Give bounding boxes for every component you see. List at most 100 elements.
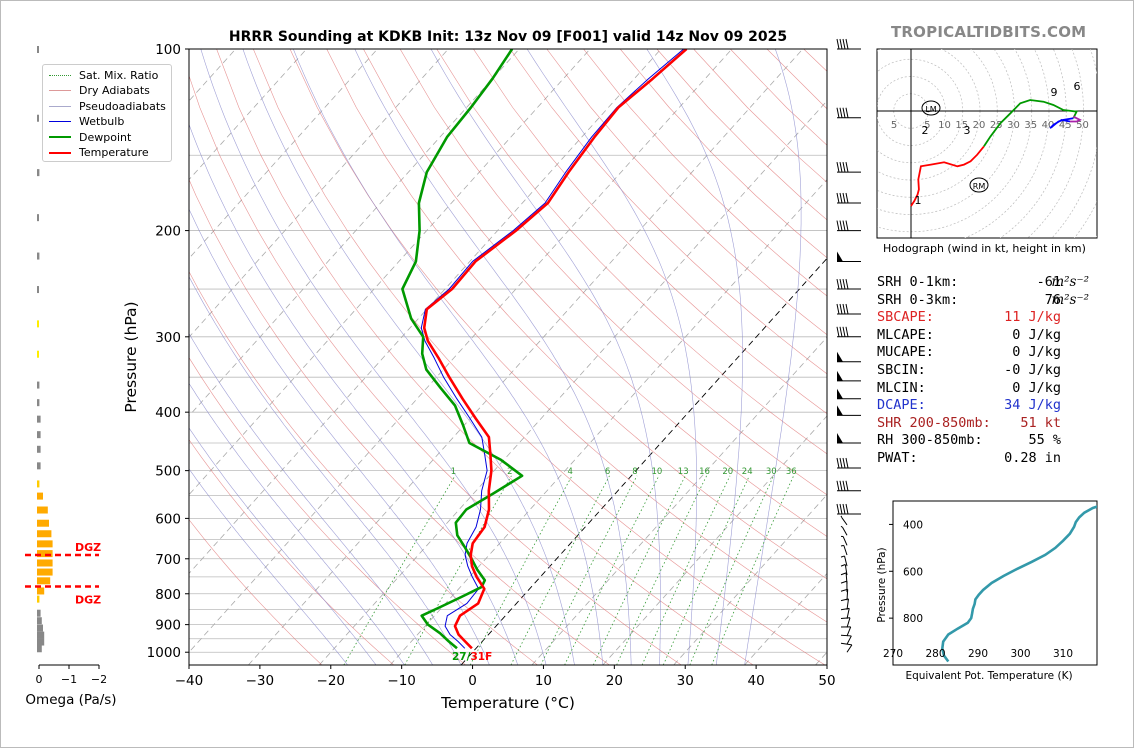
hodograph-frame <box>876 48 1098 239</box>
barb-flag <box>837 251 843 262</box>
mixing-ratio-label: 30 <box>766 467 777 477</box>
barb-feather <box>840 544 844 547</box>
pseudoadiabat <box>189 276 462 665</box>
dry-adiabat <box>473 49 827 415</box>
barb-feather <box>842 457 846 469</box>
omega-bar <box>37 638 45 646</box>
legend-swatch <box>49 151 71 154</box>
index-name: SHR 200-850mb: <box>877 414 991 431</box>
y-tick-label: 1000 <box>147 645 181 661</box>
omega-bar <box>37 252 40 260</box>
barb-feather <box>836 480 840 491</box>
theta-e-y-tick-label: 400 <box>903 519 923 531</box>
omega-tick-label: 0 <box>36 673 43 686</box>
barb-feather <box>845 503 849 515</box>
mixing-ratio-line <box>662 475 750 665</box>
index-name: RH 300-850mb: <box>877 432 983 449</box>
barb-staff <box>846 608 850 619</box>
hodograph-ring-label: 25 <box>990 120 1003 131</box>
temperature-profile <box>422 49 688 650</box>
surface-temperature-label: 31F <box>470 651 492 663</box>
pseudoadiabat <box>744 49 802 665</box>
dry-adiabat <box>509 49 827 375</box>
index-value: 0 J/kg <box>1012 326 1061 343</box>
wind-barb <box>840 642 853 653</box>
dgz-label: DGZ <box>75 541 101 554</box>
theta-e-x-tick-label: 300 <box>1010 648 1030 660</box>
wind-barb <box>840 555 848 567</box>
legend-label: Pseudoadiabats <box>79 99 166 113</box>
barb-feather <box>836 303 840 315</box>
dry-adiabat <box>189 519 323 665</box>
barb-feather <box>842 480 846 491</box>
wind-barb <box>836 303 861 315</box>
index-value: 11 J/kg <box>1004 309 1061 326</box>
omega-bar <box>37 381 40 389</box>
wind-barb <box>840 626 852 637</box>
barb-feather <box>836 503 840 515</box>
barb-feather <box>842 503 846 515</box>
dry-adiabat <box>189 74 682 665</box>
hodograph-ring-label: 45 <box>1059 120 1072 131</box>
omega-bar <box>37 587 45 595</box>
pseudoadiabat <box>293 49 604 665</box>
barb-feather <box>842 326 846 337</box>
wind-barb <box>837 433 861 444</box>
barb-feather <box>845 192 849 204</box>
index-name: MLCIN: <box>877 379 926 396</box>
index-value: 76 <box>1044 291 1061 308</box>
hodograph-ring-label: 10 <box>938 120 951 131</box>
wind-barb <box>837 351 861 363</box>
pseudoadiabat <box>189 123 519 665</box>
barb-flag <box>837 433 843 444</box>
hodograph-ring-label: 20 <box>973 120 986 131</box>
theta-e-x-tick-label: 270 <box>883 648 903 660</box>
barb-feather <box>840 642 852 646</box>
hodograph-plot: 5 5 10 15 20 25 30 35 40 45 50 1 2 3 6 9 LM RM <box>877 49 1097 238</box>
barb-staff <box>842 527 848 536</box>
x-tick-label: −40 <box>175 673 204 689</box>
legend-entry: Dewpoint <box>49 130 131 144</box>
index-value: -0 J/kg <box>1004 362 1061 378</box>
index-row: SRH 0-3km: 76 m²s⁻² <box>877 292 1097 308</box>
dry-adiabat <box>253 49 826 665</box>
omega-bar <box>37 595 40 603</box>
barb-staff <box>846 635 852 645</box>
legend-label: Wetbulb <box>79 115 125 128</box>
mixing-ratio-label: 13 <box>678 467 689 477</box>
omega-bar <box>37 617 42 625</box>
barb-feather <box>840 598 849 602</box>
hodograph-height-label: 6 <box>1074 80 1081 93</box>
index-value: 51 kt <box>1020 414 1061 431</box>
dry-adiabat <box>326 49 827 580</box>
pseudoadiabat <box>526 49 697 665</box>
index-value: -61 <box>1036 274 1061 290</box>
wind-barb <box>840 535 848 546</box>
y-tick-label: 300 <box>155 330 181 346</box>
barb-staff <box>844 564 848 576</box>
hodograph-ring-label: 5 <box>891 120 897 131</box>
index-row: SRH 0-1km: -61 m²s⁻² <box>877 274 1097 290</box>
wind-barb <box>836 326 861 338</box>
index-row: SBCAPE: 11 J/kg <box>877 309 1097 325</box>
omega-bar <box>37 320 39 328</box>
hodograph-trace <box>910 145 985 207</box>
wind-barb <box>840 525 848 536</box>
wind-barb <box>836 503 861 515</box>
barb-feather <box>839 503 843 515</box>
site-watermark: TROPICALTIDBITS.COM <box>891 23 1087 41</box>
isotherm <box>189 49 520 417</box>
wind-barb <box>836 192 861 204</box>
chart-title: HRRR Sounding at KDKB Init: 13z Nov 09 [… <box>229 29 787 45</box>
barb-feather <box>839 480 843 491</box>
omega-tick-label: −1 <box>61 673 77 686</box>
barb-feather <box>845 303 849 315</box>
y-tick-label: 100 <box>155 42 181 58</box>
barb-feather <box>840 555 845 558</box>
index-name: SBCIN: <box>877 362 926 378</box>
barb-feather <box>840 617 851 620</box>
barb-feather <box>845 457 849 469</box>
isotherm <box>189 49 307 181</box>
barb-feather <box>839 303 843 315</box>
omega-bar <box>37 114 39 122</box>
